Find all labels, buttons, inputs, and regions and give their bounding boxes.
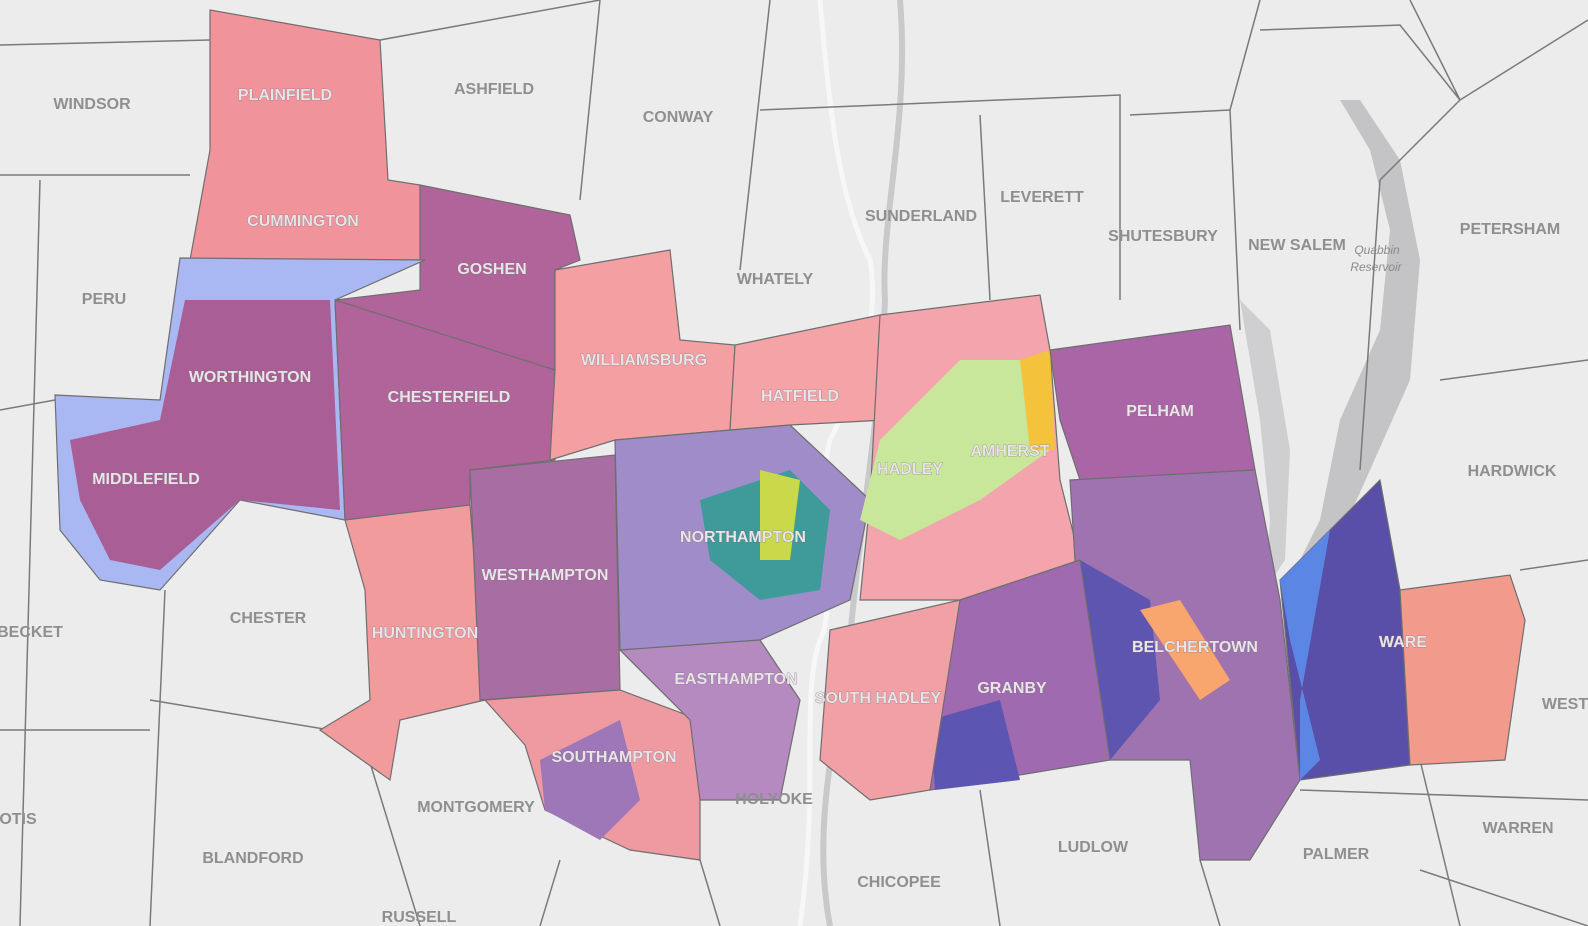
town-label: WILLIAMSBURG bbox=[581, 352, 707, 369]
town-label: CONWAY bbox=[643, 109, 714, 126]
town-label: CHICOPEE bbox=[857, 874, 941, 891]
town-label: NEW SALEM bbox=[1248, 237, 1346, 254]
area-northampton-downtown bbox=[760, 470, 800, 560]
area-granby-south bbox=[930, 700, 1020, 790]
town-label: WARREN bbox=[1482, 820, 1553, 837]
town-label: WARE bbox=[1379, 634, 1427, 651]
town-label: LEVERETT bbox=[1000, 189, 1084, 206]
town-label: HUNTINGTON bbox=[372, 625, 478, 642]
area-worthington-core bbox=[70, 300, 340, 570]
town-label: HARDWICK bbox=[1468, 463, 1557, 480]
town-label: OTIS bbox=[0, 811, 37, 828]
town-label: PLAINFIELD bbox=[238, 87, 332, 104]
town-label: BLANDFORD bbox=[202, 850, 303, 867]
town-label: WEST bbox=[1542, 696, 1588, 713]
town-label: EASTHAMPTON bbox=[674, 671, 797, 688]
area-southampton-core bbox=[540, 720, 640, 840]
town-label: LUDLOW bbox=[1058, 839, 1129, 856]
town-label: RUSSELL bbox=[382, 909, 457, 926]
town-label: NORTHAMPTON bbox=[680, 529, 806, 546]
town-label: GOSHEN bbox=[457, 261, 526, 278]
reservoir bbox=[1290, 100, 1420, 580]
town-label: ASHFIELD bbox=[454, 81, 534, 98]
water-label: Reservoir bbox=[1350, 260, 1402, 274]
town-label: SHUTESBURY bbox=[1108, 228, 1218, 245]
town-label: HADLEY bbox=[877, 461, 943, 478]
area-amherst-center bbox=[860, 360, 1050, 540]
labels: WINDSOR ASHFIELD CONWAY PLAINFIELD CUMMINGTO… bbox=[0, 81, 1588, 926]
town-label: WESTHAMPTON bbox=[482, 567, 609, 584]
town-label: CHESTERFIELD bbox=[388, 389, 511, 406]
area-easthampton bbox=[618, 639, 801, 801]
town-label: WINDSOR bbox=[53, 96, 131, 113]
water-label: Quabbin bbox=[1354, 243, 1400, 257]
water-body bbox=[1240, 300, 1290, 590]
town-label: CHESTER bbox=[230, 610, 307, 627]
area-belchertown-center bbox=[1140, 600, 1230, 700]
town-label: SOUTHAMPTON bbox=[551, 749, 676, 766]
town-label: BECKET bbox=[0, 624, 63, 641]
town-label: BELCHERTOWN bbox=[1132, 639, 1258, 656]
area-amherst-campus bbox=[1020, 350, 1055, 450]
area-hatfield bbox=[729, 314, 886, 431]
town-label: PALMER bbox=[1303, 846, 1370, 863]
road bbox=[797, 0, 876, 926]
town-label: WORTHINGTON bbox=[189, 369, 311, 386]
town-label: GRANBY bbox=[977, 680, 1047, 697]
area-ware-west bbox=[1280, 530, 1330, 780]
town-label: WHATELY bbox=[737, 271, 814, 288]
town-label: CUMMINGTON bbox=[247, 213, 359, 230]
town-label: PETERSHAM bbox=[1460, 221, 1560, 238]
town-label: SUNDERLAND bbox=[865, 208, 977, 225]
study-area bbox=[54, 9, 1526, 861]
town-label: SOUTH HADLEY bbox=[815, 690, 942, 707]
town-label: PELHAM bbox=[1126, 403, 1194, 420]
town-label: HOLYOKE bbox=[735, 791, 813, 808]
town-label: AMHERST bbox=[970, 443, 1049, 460]
river bbox=[820, 0, 906, 926]
town-label: PERU bbox=[82, 291, 126, 308]
town-label: MONTGOMERY bbox=[417, 799, 535, 816]
area-ware-east bbox=[1399, 574, 1526, 766]
town-label: MIDDLEFIELD bbox=[92, 471, 200, 488]
area-south-hadley bbox=[819, 599, 961, 801]
town-label: HATFIELD bbox=[761, 388, 839, 405]
